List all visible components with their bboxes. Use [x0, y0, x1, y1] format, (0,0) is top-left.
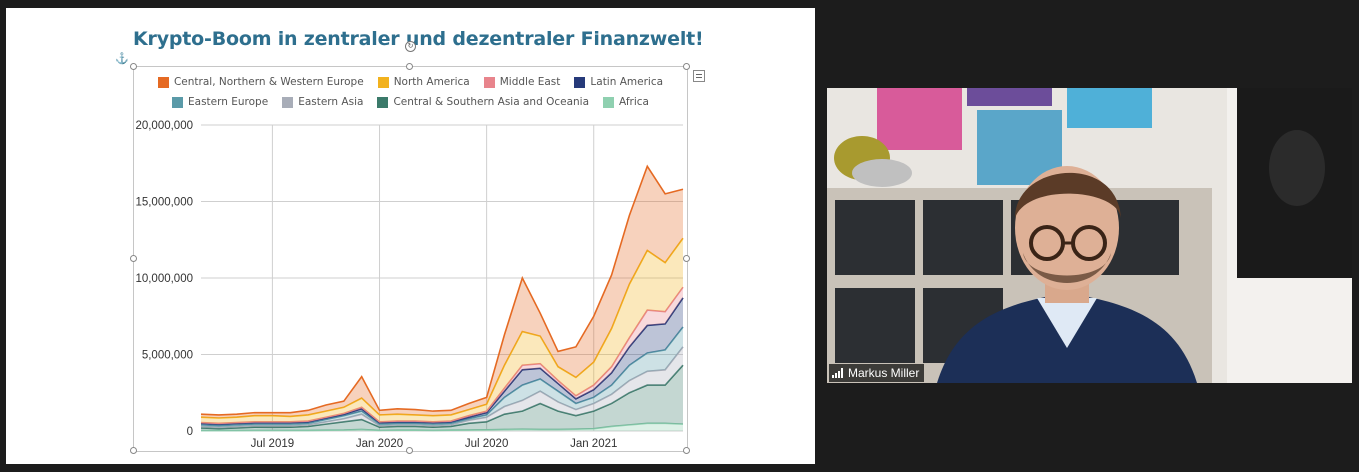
resize-handle[interactable]: [683, 63, 690, 70]
resize-handle[interactable]: [683, 255, 690, 262]
area-series: [201, 365, 683, 431]
legend-swatch: [377, 76, 389, 88]
legend-swatch: [603, 96, 615, 108]
y-tick-label: 15,000,000: [135, 197, 193, 209]
resize-handle[interactable]: [130, 255, 137, 262]
area-series: [201, 346, 683, 429]
legend-label: Middle East: [499, 76, 561, 88]
series-line: [201, 422, 684, 432]
legend-label: Central & Southern Asia and Oceania: [393, 96, 590, 108]
legend-row: Eastern Europe Eastern Asia Central & Sout…: [133, 92, 688, 112]
resize-handle[interactable]: [683, 447, 690, 454]
area-series: [201, 423, 683, 431]
legend-item: Central & Southern Asia and Oceania: [377, 96, 589, 108]
legend-swatch: [172, 96, 184, 108]
legend-swatch: [483, 76, 495, 88]
participant-video-frame: [827, 88, 1352, 383]
area-series: [201, 166, 683, 418]
layout-options-icon[interactable]: [693, 70, 705, 82]
rotate-handle-icon[interactable]: ↻: [405, 41, 416, 52]
resize-handle[interactable]: [406, 447, 413, 454]
legend-swatch: [157, 76, 169, 88]
legend-row: Central, Northern & Western Europe North …: [133, 72, 688, 92]
legend-label: Eastern Asia: [298, 96, 364, 108]
legend-item: Middle East: [483, 76, 561, 88]
series-line: [200, 286, 684, 425]
legend-swatch: [377, 96, 389, 108]
anchor-icon[interactable]: ⚓: [115, 53, 129, 65]
participant-name-tag: Markus Miller: [829, 364, 925, 382]
series-line: [200, 164, 684, 416]
legend-item: Africa: [603, 96, 649, 108]
y-tick-label: 5,000,000: [142, 350, 193, 362]
legend-label: Central, Northern & Western Europe: [173, 76, 364, 88]
legend-item: Eastern Europe: [172, 96, 268, 108]
legend-label: Eastern Europe: [188, 96, 269, 108]
legend-swatch: [574, 76, 586, 88]
x-tick-label: Jul 2019: [251, 438, 294, 450]
series-line: [200, 237, 684, 419]
resize-handle[interactable]: [130, 447, 137, 454]
area-series: [201, 297, 683, 426]
y-tick-label: 20,000,000: [135, 120, 193, 132]
slide-title: Krypto-Boom in zentraler und dezentraler…: [133, 28, 704, 50]
legend-label: North America: [393, 76, 470, 88]
x-tick-label: Jul 2020: [465, 438, 508, 450]
series-line: [200, 364, 684, 430]
area-series: [201, 238, 683, 424]
resize-handle[interactable]: [130, 63, 137, 70]
stacked-area-chart: 0 5,000,000 10,000,000 15,000,000 20,000,000…: [135, 120, 684, 450]
area-series: [201, 326, 683, 428]
y-tick-label: 10,000,000: [135, 273, 193, 285]
x-tick-label: Jan 2021: [570, 438, 617, 450]
legend-item: Central, Northern & Western Europe: [157, 76, 364, 88]
series-line: [200, 346, 684, 428]
legend-item: North America: [377, 76, 470, 88]
x-tick-label: Jan 2020: [356, 438, 403, 450]
resize-handle[interactable]: [406, 63, 413, 70]
legend-swatch: [282, 96, 294, 108]
legend-label: Latin America: [590, 76, 664, 88]
signal-strength-icon: [832, 368, 843, 378]
chart-legend: Central, Northern & Western Europe North …: [133, 72, 688, 112]
legend-item: Latin America: [574, 76, 663, 88]
legend-item: Eastern Asia: [282, 96, 363, 108]
participant-video[interactable]: Markus Miller: [827, 88, 1352, 383]
chart-selection-frame[interactable]: [133, 66, 688, 452]
presentation-slide: Krypto-Boom in zentraler und dezentraler…: [6, 8, 815, 464]
legend-label: Africa: [619, 96, 649, 108]
participant-name: Markus Miller: [848, 366, 920, 380]
y-tick-label: 0: [187, 426, 193, 438]
series-line: [200, 326, 684, 427]
